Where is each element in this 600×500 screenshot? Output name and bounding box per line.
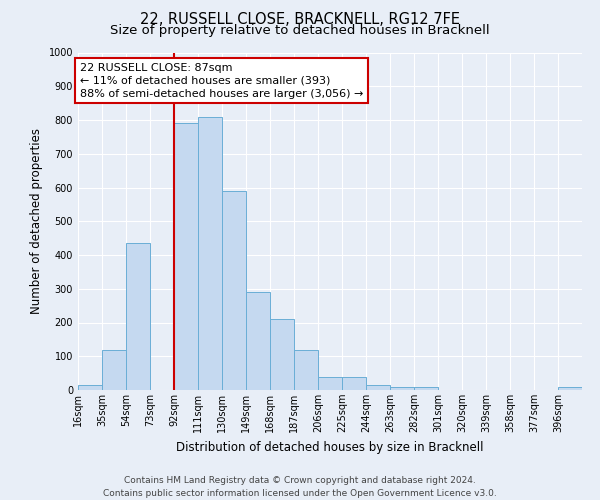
Bar — [246, 292, 270, 390]
Bar — [126, 243, 150, 390]
X-axis label: Distribution of detached houses by size in Bracknell: Distribution of detached houses by size … — [176, 440, 484, 454]
Bar — [78, 385, 102, 390]
Bar — [294, 350, 318, 390]
Bar — [390, 386, 414, 390]
Bar — [102, 350, 126, 390]
Bar — [414, 386, 438, 390]
Bar — [558, 386, 582, 390]
Y-axis label: Number of detached properties: Number of detached properties — [30, 128, 43, 314]
Text: Contains HM Land Registry data © Crown copyright and database right 2024.
Contai: Contains HM Land Registry data © Crown c… — [103, 476, 497, 498]
Bar — [198, 116, 222, 390]
Bar — [342, 376, 366, 390]
Bar — [270, 319, 294, 390]
Bar — [222, 191, 246, 390]
Text: 22 RUSSELL CLOSE: 87sqm
← 11% of detached houses are smaller (393)
88% of semi-d: 22 RUSSELL CLOSE: 87sqm ← 11% of detache… — [80, 62, 363, 99]
Text: Size of property relative to detached houses in Bracknell: Size of property relative to detached ho… — [110, 24, 490, 37]
Bar — [318, 376, 342, 390]
Bar — [366, 385, 390, 390]
Bar — [174, 124, 198, 390]
Text: 22, RUSSELL CLOSE, BRACKNELL, RG12 7FE: 22, RUSSELL CLOSE, BRACKNELL, RG12 7FE — [140, 12, 460, 28]
